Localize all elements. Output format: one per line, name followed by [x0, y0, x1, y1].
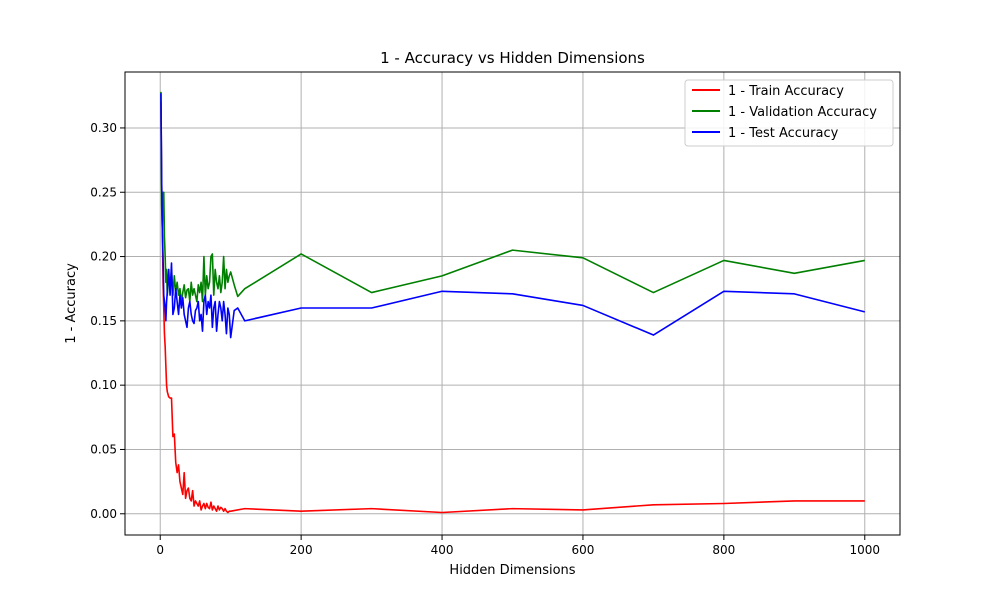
x-tick-label: 600 — [572, 543, 595, 557]
x-tick-label: 800 — [712, 543, 735, 557]
grid-lines — [125, 72, 900, 535]
series-lines — [160, 91, 865, 514]
y-tick-label: 0.25 — [90, 185, 117, 199]
y-tick-label: 0.05 — [90, 442, 117, 456]
plot-area-frame — [124, 71, 901, 536]
y-tick-label: 0.15 — [90, 314, 117, 328]
legend: 1 - Train Accuracy 1 - Validation Accura… — [684, 79, 894, 147]
legend-label-test: 1 - Test Accuracy — [728, 126, 839, 141]
x-tick-label: 0 — [156, 543, 164, 557]
legend-box — [684, 79, 894, 147]
y-tick-label: 0.20 — [90, 250, 117, 264]
y-tick-label: 0.10 — [90, 378, 117, 392]
axis-ticks: 0 200 400 600 800 1000 0.00 0.05 0.10 0.15 0.20 0.2… — [90, 121, 880, 557]
series-line-train — [160, 102, 865, 514]
legend-label-train: 1 - Train Accuracy — [728, 84, 844, 99]
series-line-test — [160, 93, 865, 339]
x-axis-label: Hidden Dimensions — [449, 563, 575, 578]
chart-title: 1 - Accuracy vs Hidden Dimensions — [380, 49, 645, 67]
x-tick-label: 200 — [290, 543, 313, 557]
x-tick-label: 1000 — [849, 543, 880, 557]
y-tick-label: 0.00 — [90, 507, 117, 521]
y-tick-label: 0.30 — [90, 121, 117, 135]
y-axis-label: 1 - Accuracy — [64, 263, 79, 344]
x-tick-label: 400 — [431, 543, 454, 557]
legend-label-validation: 1 - Validation Accuracy — [728, 105, 877, 120]
